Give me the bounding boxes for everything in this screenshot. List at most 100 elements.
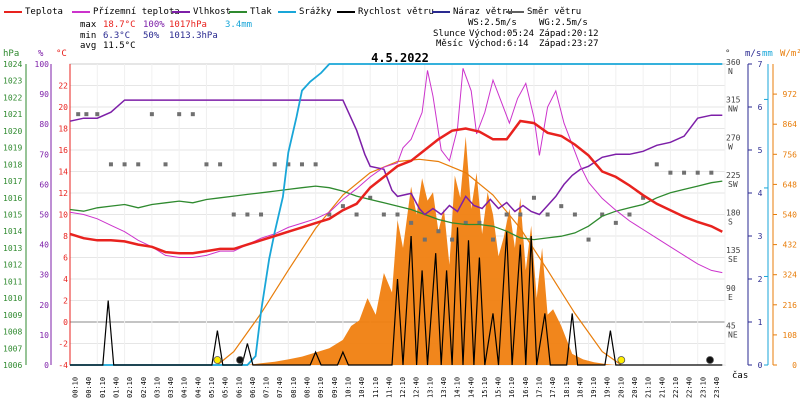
wind-dir-point	[95, 112, 100, 117]
tick-pressure: 1014	[3, 227, 22, 236]
sun-label: Slunce	[433, 29, 466, 39]
tick-wind-dir-label: SW	[728, 180, 738, 189]
date-title: 4.5.2022	[371, 51, 429, 65]
series-ground-temp	[69, 68, 723, 274]
tick-wind-dir-label: NW	[728, 105, 738, 114]
wind-dir-point	[272, 162, 277, 167]
x-tick-label: 00:10	[72, 377, 80, 398]
tick-pressure: 1009	[3, 311, 22, 320]
wind-dir-point	[654, 162, 659, 167]
unit-mm: mm	[762, 49, 773, 59]
x-tick-label: 08:40	[304, 377, 312, 398]
tick-wind: 2	[758, 275, 763, 284]
tick-temperature: 8	[63, 232, 68, 241]
x-tick-label: 11:40	[385, 377, 393, 398]
tick-temperature: -2	[58, 340, 68, 349]
wind-dir-point	[177, 112, 182, 117]
wind-dir-point	[395, 212, 400, 217]
x-tick-label: 04:40	[194, 377, 202, 398]
tick-pressure: 1019	[3, 144, 22, 153]
x-tick-label: 22:40	[686, 377, 694, 398]
wind-dir-point	[340, 204, 345, 209]
x-tick-label: 09:10	[317, 377, 325, 398]
tick-wind: 5	[758, 146, 763, 155]
legend-item-rychlost-vetru: Rychlost větru	[337, 7, 434, 17]
wind-dir-point	[163, 162, 168, 167]
tick-temperature: 0	[63, 318, 68, 327]
wind-dir-point	[245, 212, 250, 217]
series-rain	[70, 63, 723, 366]
x-tick-label: 15:10	[481, 377, 489, 398]
tick-humidity: 50	[39, 211, 49, 220]
moon-set: Západ:23:27	[539, 39, 599, 49]
wind-dir-point	[518, 212, 523, 217]
tick-radiation: 432	[783, 241, 798, 250]
tick-pressure: 1018	[3, 160, 22, 169]
wind-dir-point	[572, 212, 577, 217]
stats-min-hum: 50%	[143, 31, 160, 41]
legend-label: Náraz větru	[453, 7, 513, 17]
wind-dir-point	[354, 212, 359, 217]
x-tick-label: 23:40	[713, 377, 721, 398]
axes: 1006100710081009101010111012101310141015…	[3, 58, 797, 370]
x-tick-label: 14:10	[454, 377, 462, 398]
legend-item-naraz-vetru: Náraz větru	[432, 7, 513, 17]
stats-block: max 18.7°C 100% 1017hPa 3.4mm min 6.3°C …	[80, 20, 252, 51]
tick-pressure: 1016	[3, 194, 22, 203]
x-tick-label: 01:40	[112, 377, 120, 398]
stats-avg-temp: 11.5°C	[103, 41, 136, 51]
x-tick-label: 03:10	[153, 377, 161, 398]
tick-temperature: 6	[63, 254, 68, 263]
tick-humidity: 80	[39, 120, 49, 129]
sunrise-marker	[213, 356, 222, 364]
tick-temperature: 20	[58, 103, 68, 112]
x-tick-label: 17:10	[536, 377, 544, 398]
x-tick-label: 10:10	[344, 377, 352, 398]
tick-radiation: 324	[783, 271, 798, 280]
tick-humidity: 60	[39, 180, 49, 189]
x-tick-label: 18:10	[563, 377, 571, 398]
x-tick-label: 15:40	[495, 377, 503, 398]
tick-wind-dir: 315	[726, 96, 741, 105]
x-tick-label: 12:40	[413, 377, 421, 398]
tick-radiation: 540	[783, 211, 798, 220]
tick-radiation: 972	[783, 90, 798, 99]
x-tick-label: 07:10	[263, 377, 271, 398]
wind-dir-point	[477, 220, 482, 225]
wind-dir-point	[149, 112, 154, 117]
unit-degc: °C	[56, 49, 67, 59]
tick-pressure: 1023	[3, 77, 22, 86]
x-tick-label: 13:40	[440, 377, 448, 398]
legend-label: Vlhkost	[193, 7, 231, 17]
x-tick-label: 21:40	[658, 377, 666, 398]
tick-wind-dir: 90	[726, 284, 736, 293]
tick-temperature: 16	[58, 146, 68, 155]
info-block: WS:2.5m/s WG:2.5m/s Slunce Východ:05:24 …	[433, 18, 599, 49]
wind-dir-point	[627, 212, 632, 217]
x-tick-label: 02:10	[126, 377, 134, 398]
tick-radiation: 108	[783, 331, 798, 340]
x-tick-label: 18:40	[576, 377, 584, 398]
x-tick-label: 19:10	[590, 377, 598, 398]
tick-wind: 7	[758, 60, 763, 69]
wind-dir-point	[368, 195, 373, 200]
wind-dir-point	[531, 195, 536, 200]
legend-label: Teplota	[25, 7, 63, 17]
x-tick-label: 10:40	[358, 377, 366, 398]
wind-dir-point	[682, 170, 687, 175]
tick-wind-dir-label: N	[728, 67, 733, 76]
unit-pct: %	[38, 49, 44, 59]
wind-dir-point	[586, 237, 591, 242]
stats-max-hum: 100%	[143, 20, 165, 30]
tick-wind-dir-label: S	[728, 218, 733, 227]
wind-dir-point	[136, 162, 141, 167]
wind-dir-point	[504, 212, 509, 217]
tick-radiation: 756	[783, 150, 798, 159]
tick-humidity: 40	[39, 241, 49, 250]
sunset-marker	[617, 356, 626, 364]
tick-pressure: 1020	[3, 127, 22, 136]
wind-dir-point	[313, 162, 318, 167]
tick-pressure: 1011	[3, 277, 22, 286]
wind-dir-point	[218, 162, 223, 167]
